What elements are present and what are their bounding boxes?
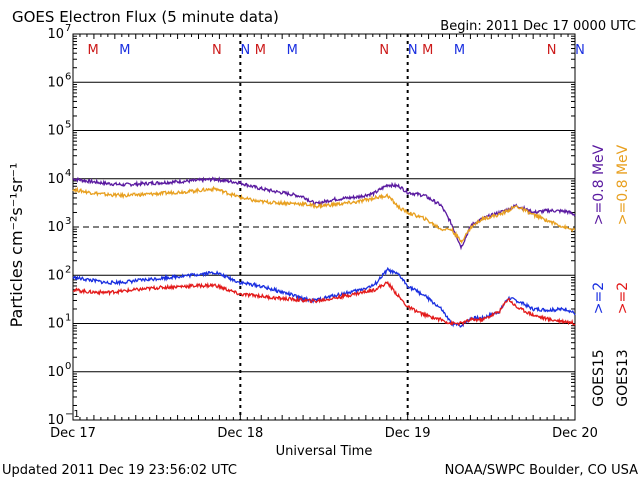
y-tick-exponent: 0 xyxy=(65,361,71,372)
event-marker: N xyxy=(408,43,418,58)
y-tick-exponent: −1 xyxy=(65,409,80,420)
y-tick-label: 10 xyxy=(47,220,64,235)
y-tick-label: 10 xyxy=(47,317,64,332)
legend-goes15-label: GOES15 xyxy=(591,349,607,406)
y-tick-label: 10 xyxy=(47,124,64,139)
event-marker: M xyxy=(422,43,433,58)
x-axis-ticks: Dec 17 Dec 18 Dec 19 Dec 20 xyxy=(50,34,598,441)
event-marker: M xyxy=(255,43,266,58)
event-marker: M xyxy=(87,43,98,58)
legend-goes15-gt08: >=0.8 MeV xyxy=(591,144,607,225)
y-tick-exponent: 3 xyxy=(65,216,71,227)
legend-goes15-gt2: >=2 xyxy=(591,282,607,314)
x-tick-label: Dec 18 xyxy=(217,426,263,441)
y-tick-label: 10 xyxy=(47,413,64,428)
event-marker: M xyxy=(454,43,465,58)
x-axis-label: Universal Time xyxy=(276,444,373,459)
y-tick-label: 10 xyxy=(47,172,64,187)
updated-timestamp: Updated 2011 Dec 19 23:56:02 UTC xyxy=(2,463,237,478)
series-line xyxy=(72,176,576,251)
event-marker: N xyxy=(379,43,389,58)
begin-date: Begin: 2011 Dec 17 0000 UTC xyxy=(440,19,636,34)
y-tick-exponent: 6 xyxy=(65,71,71,82)
legend-goes13-gt2: >=2 xyxy=(615,282,631,314)
plot-area xyxy=(72,33,576,421)
y-tick-exponent: 5 xyxy=(65,120,71,131)
event-marker: N xyxy=(547,43,557,58)
legend-goes13-label: GOES13 xyxy=(615,349,631,406)
event-marker: N xyxy=(575,43,585,58)
chart-title: GOES Electron Flux (5 minute data) xyxy=(12,8,279,26)
credit-text: NOAA/SWPC Boulder, CO USA xyxy=(445,463,638,478)
series-line xyxy=(72,280,576,327)
y-tick-label: 10 xyxy=(47,268,64,283)
y-tick-exponent: 2 xyxy=(65,264,71,275)
event-marker: M xyxy=(287,43,298,58)
series-line xyxy=(72,185,576,245)
y-tick-exponent: 4 xyxy=(65,168,71,179)
y-tick-label: 10 xyxy=(47,27,64,42)
y-tick-label: 10 xyxy=(47,75,64,90)
x-tick-label: Dec 19 xyxy=(385,426,431,441)
y-axis-label: Particles cm⁻²s⁻¹sr⁻¹ xyxy=(7,163,26,328)
event-marker: N xyxy=(212,43,222,58)
y-tick-label: 10 xyxy=(47,365,64,380)
legend-goes13-gt08: >=0.8 MeV xyxy=(615,144,631,225)
y-tick-exponent: 7 xyxy=(65,23,71,34)
x-tick-label: Dec 20 xyxy=(552,426,598,441)
event-marker: M xyxy=(119,43,130,58)
series-lines xyxy=(72,176,576,328)
event-marker: N xyxy=(240,43,250,58)
y-tick-exponent: 1 xyxy=(65,313,71,324)
x-tick-label: Dec 17 xyxy=(50,426,96,441)
